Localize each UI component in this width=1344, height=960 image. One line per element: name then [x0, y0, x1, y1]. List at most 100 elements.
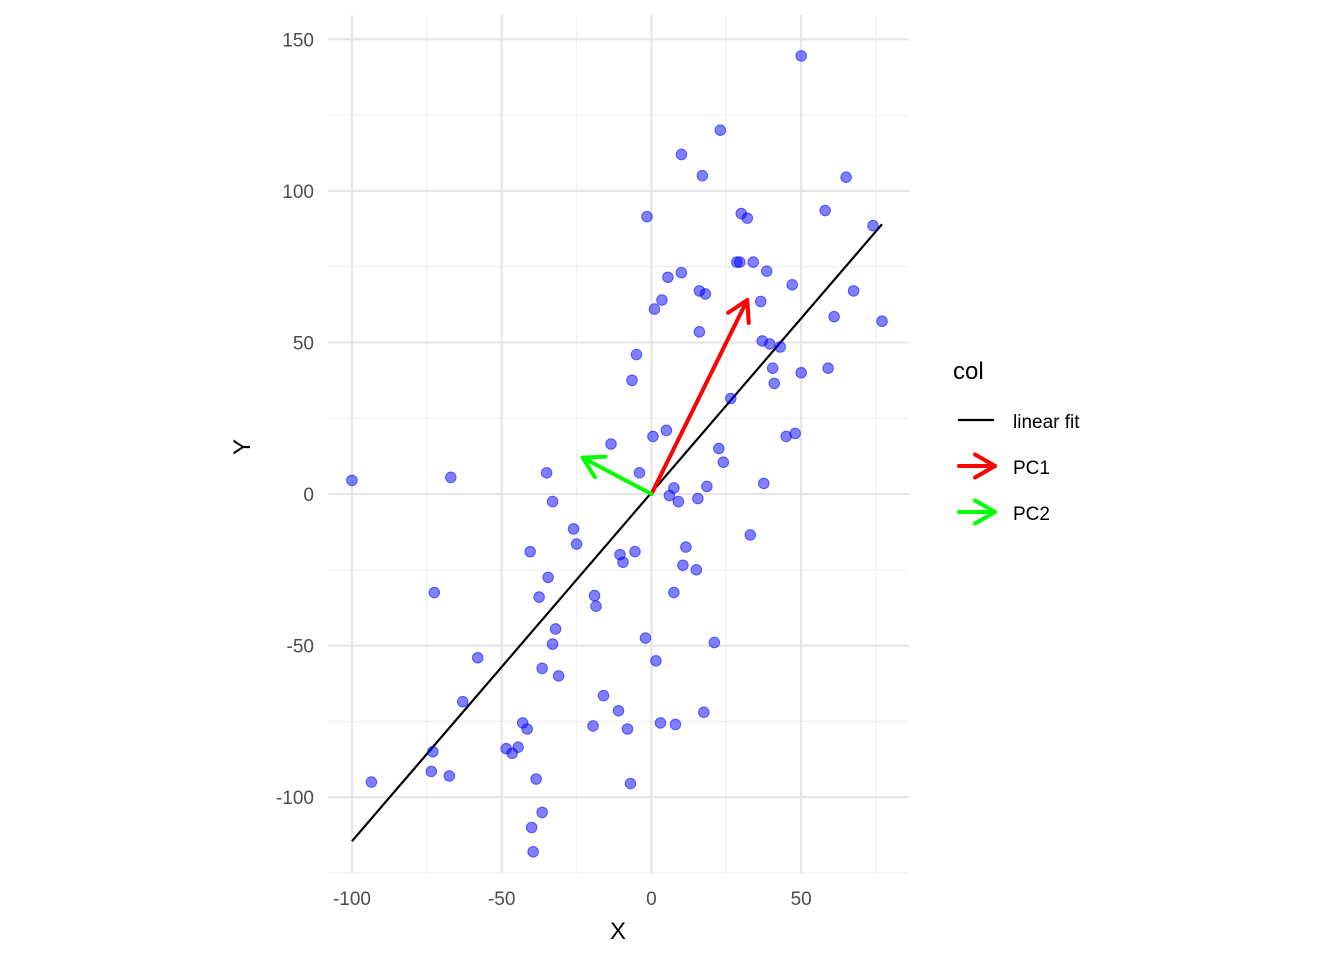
data-point [828, 310, 840, 323]
data-point [567, 523, 580, 535]
data-point [760, 265, 773, 277]
pc1-arrow-head [726, 297, 751, 325]
data-point [763, 338, 776, 350]
data-point [795, 50, 807, 62]
legend-item-linear-fit: linear fit [958, 412, 1080, 433]
data-point [365, 776, 378, 788]
legend-item-pc1: PC1 [957, 452, 1050, 480]
data-point [525, 821, 538, 834]
data-point [696, 169, 709, 182]
y-tick-label: 50 [293, 333, 314, 354]
data-point [428, 586, 441, 599]
data-point [867, 219, 879, 232]
data-point [443, 770, 456, 782]
linear-fit-layer [351, 223, 883, 842]
data-point [741, 212, 754, 224]
data-point [847, 285, 860, 297]
data-point [669, 718, 682, 731]
y-tick-label: 0 [303, 485, 314, 506]
data-point [733, 256, 746, 268]
data-point [819, 204, 831, 217]
legend-key-pc1 [957, 452, 997, 480]
y-tick-label: 100 [282, 182, 314, 203]
data-point [754, 295, 767, 308]
data-point [654, 717, 667, 729]
minor-gridlines [328, 15, 909, 874]
x-tick-label: 0 [646, 889, 657, 910]
data-point [717, 456, 730, 468]
data-point [668, 586, 680, 599]
data-point [713, 442, 725, 455]
legend-label-linear-fit: linear fit [1013, 412, 1080, 433]
data-point [587, 720, 599, 732]
data-point [725, 392, 737, 405]
x-axis-tick-labels: -100 -50 0 50 [333, 889, 812, 910]
data-point [789, 427, 801, 440]
legend-key-pc1-head [973, 452, 997, 480]
legend-items: linear fit PC1 PC2 [957, 412, 1080, 526]
data-point [512, 741, 524, 753]
data-point [533, 591, 545, 603]
data-point [546, 638, 559, 650]
data-point [570, 538, 583, 550]
y-axis-tick-labels: -100 -50 0 50 100 150 [276, 30, 314, 809]
pc1-arrow [649, 297, 751, 497]
data-point [677, 559, 689, 572]
data-point [540, 467, 553, 479]
data-point [624, 777, 637, 790]
legend-key-pc2-head [973, 498, 997, 526]
data-point [552, 670, 565, 682]
linear-fit-line [351, 223, 883, 842]
data-point [542, 571, 554, 584]
major-gridlines [328, 15, 909, 873]
data-point [630, 348, 643, 361]
data-point [605, 438, 617, 450]
data-point [425, 765, 438, 778]
pc1-arrow-shaft [649, 297, 750, 497]
data-point [521, 723, 533, 735]
plot-panel [328, 15, 909, 874]
data-point [680, 541, 692, 553]
data-point [672, 495, 685, 508]
data-point [530, 773, 542, 785]
y-tick-label: -100 [276, 788, 314, 809]
legend-title: col [953, 358, 984, 385]
data-point [876, 315, 888, 328]
legend-key-pc2 [957, 498, 997, 526]
data-point [774, 341, 787, 353]
data-point [768, 377, 781, 390]
data-point [629, 545, 641, 558]
data-point [693, 326, 706, 338]
data-point [633, 467, 646, 479]
data-point [766, 362, 779, 375]
data-points [346, 50, 888, 858]
y-tick-label: -50 [287, 637, 314, 658]
data-point [641, 210, 653, 223]
data-point [536, 662, 548, 675]
data-point [757, 477, 770, 490]
data-point [639, 632, 652, 644]
data-point [621, 723, 634, 735]
data-point [840, 171, 852, 184]
data-point [708, 636, 721, 649]
data-point [744, 529, 757, 541]
data-point [647, 430, 659, 443]
x-axis-title: X [610, 918, 626, 945]
data-point [656, 294, 668, 306]
data-point [660, 424, 673, 437]
data-point [456, 695, 469, 708]
pc2-arrow-shaft [580, 455, 654, 497]
pc-arrows [580, 297, 751, 497]
data-point [690, 564, 703, 576]
data-point [612, 704, 625, 717]
data-point [588, 589, 601, 602]
data-point [471, 651, 484, 664]
data-point [444, 471, 457, 484]
data-point [590, 600, 602, 613]
data-point [549, 623, 562, 635]
data-point [648, 303, 661, 315]
data-point [524, 545, 536, 558]
x-tick-label: -100 [333, 889, 371, 910]
data-point [747, 256, 760, 268]
